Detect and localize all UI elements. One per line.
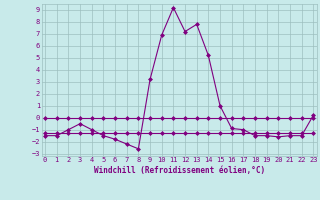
X-axis label: Windchill (Refroidissement éolien,°C): Windchill (Refroidissement éolien,°C) xyxy=(94,166,265,175)
